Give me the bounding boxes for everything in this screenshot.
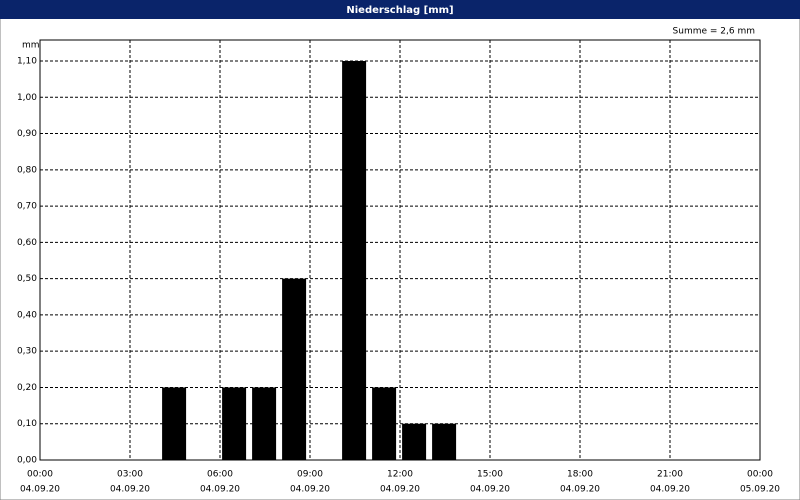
y-tick-label: 0,60 [17, 238, 37, 248]
bar [282, 278, 307, 460]
y-tick-label: 0,30 [17, 347, 37, 357]
x-tick-date: 05.09.20 [740, 485, 780, 495]
y-tick-label: 0,80 [17, 165, 37, 175]
x-tick-date: 04.09.20 [20, 485, 60, 495]
y-tick-label: 0,70 [17, 202, 37, 212]
y-tick-label: 1,10 [17, 57, 37, 67]
annotation: Summe = 2,6 mm [673, 27, 755, 37]
x-tick-date: 04.09.20 [380, 485, 420, 495]
x-tick-label: 12:00 [387, 470, 413, 480]
bar [432, 423, 457, 460]
y-unit: mm [22, 41, 40, 51]
bar [252, 387, 277, 460]
x-tick-label: 03:00 [117, 470, 143, 480]
bar [372, 387, 397, 460]
y-tick-label: 0,00 [17, 456, 37, 466]
x-tick-date: 04.09.20 [560, 485, 600, 495]
x-tick-label: 00:00 [747, 470, 773, 480]
y-tick-label: 1,00 [17, 93, 37, 103]
bar [162, 387, 187, 460]
x-tick-date: 04.09.20 [110, 485, 150, 495]
x-tick-label: 06:00 [207, 470, 233, 480]
title-bar [0, 0, 800, 19]
bar [342, 61, 367, 460]
chart-title: Niederschlag [mm] [346, 5, 453, 16]
x-tick-label: 18:00 [567, 470, 593, 480]
x-tick-label: 09:00 [297, 470, 323, 480]
y-tick-label: 0,90 [17, 129, 37, 139]
y-tick-label: 0,50 [17, 274, 37, 284]
x-tick-label: 21:00 [657, 470, 683, 480]
x-tick-date: 04.09.20 [290, 485, 330, 495]
x-tick-date: 04.09.20 [200, 485, 240, 495]
bar [402, 423, 427, 460]
y-tick-label: 0,20 [17, 383, 37, 393]
y-tick-label: 0,40 [17, 310, 37, 320]
bar [222, 387, 247, 460]
x-tick-label: 00:00 [27, 470, 53, 480]
x-tick-label: 15:00 [477, 470, 503, 480]
x-tick-date: 04.09.20 [470, 485, 510, 495]
x-tick-date: 04.09.20 [650, 485, 690, 495]
y-tick-label: 0,10 [17, 419, 37, 429]
